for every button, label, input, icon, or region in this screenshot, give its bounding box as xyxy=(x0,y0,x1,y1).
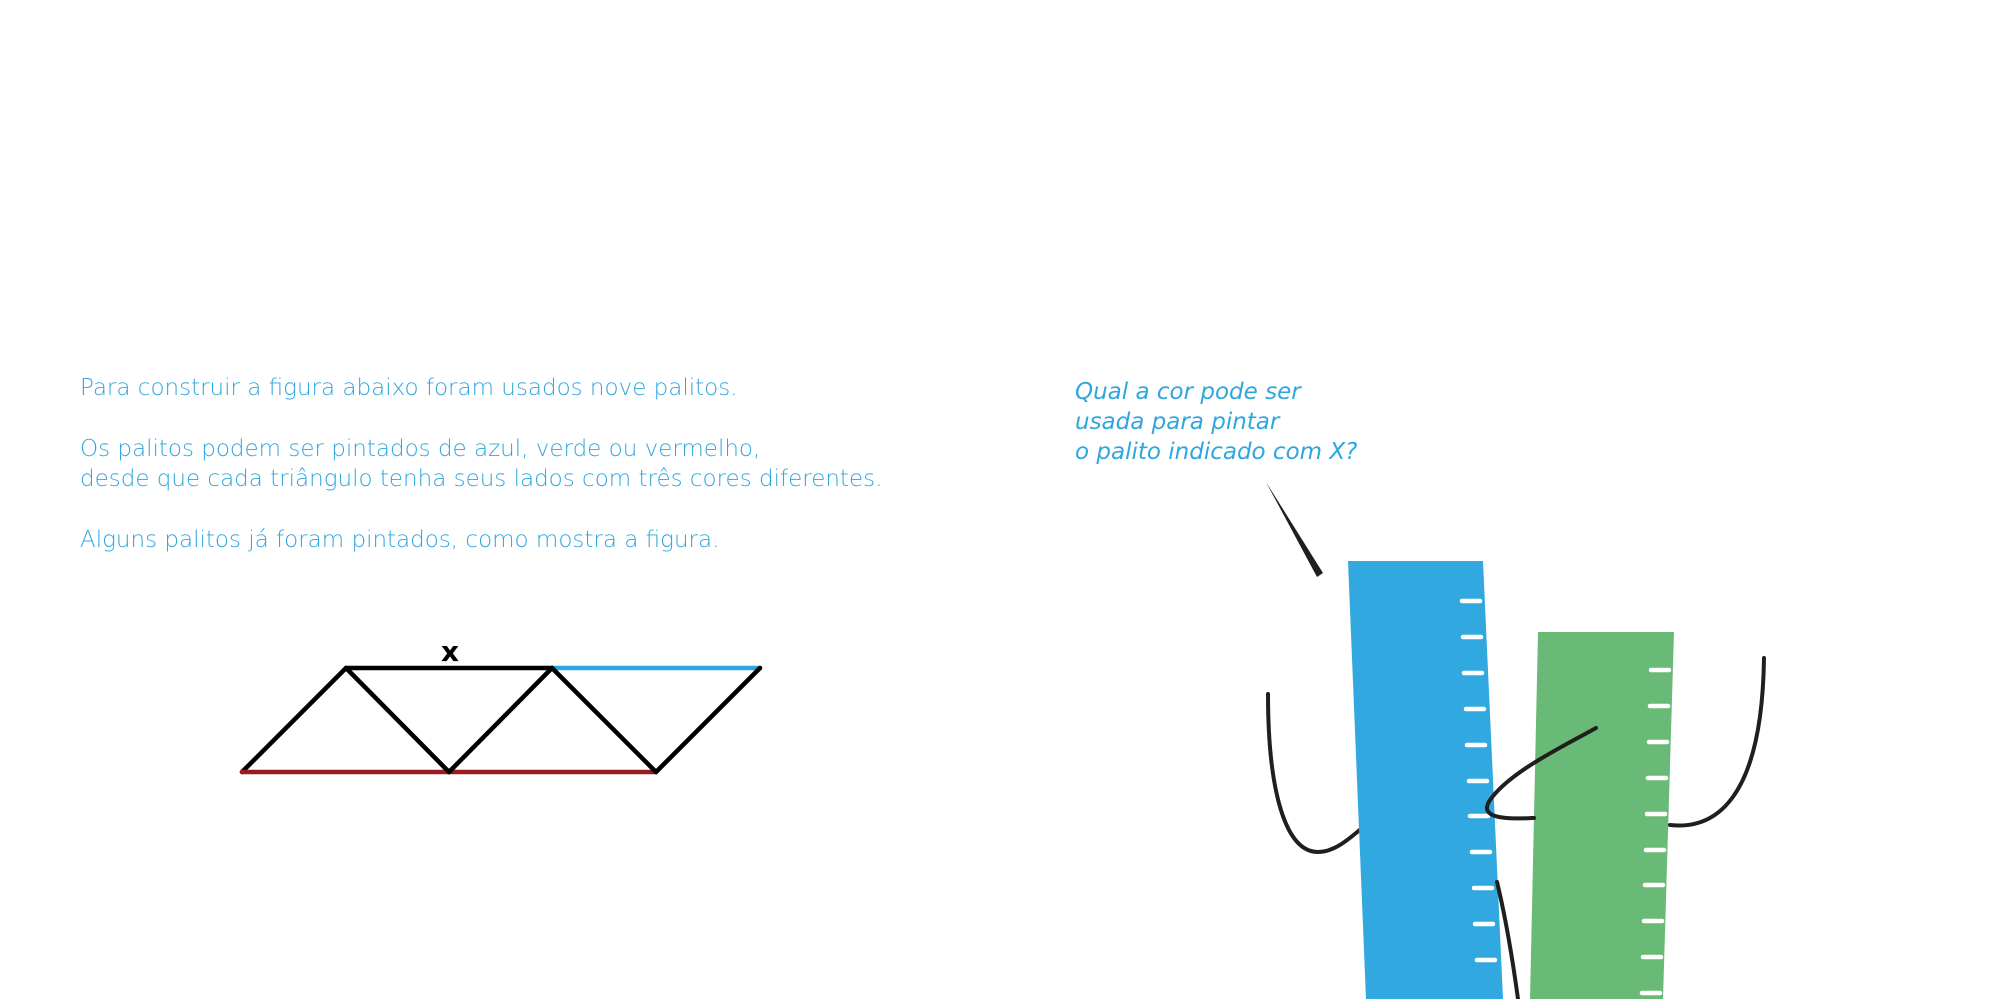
intro-line-2b: desde que cada triângulo tenha seus lado… xyxy=(80,466,883,492)
intro-line-3: Alguns palitos já foram pintados, como m… xyxy=(80,527,720,553)
intro-sentence-1: Para construir a figura abaixo foram usa… xyxy=(80,373,738,403)
blue-ruler-ticks xyxy=(1459,598,1498,963)
green-ruler-ticks xyxy=(1639,667,1672,996)
question-line-2: usada para pintar xyxy=(1075,409,1280,435)
stick-inner-2 xyxy=(446,665,555,775)
blue-ruler xyxy=(1348,561,1503,999)
stick-inner-1 xyxy=(343,665,452,775)
question-line-3: o palito indicado com X? xyxy=(1075,439,1358,465)
question-speech-text: Qual a cor pode ser usada para pintar o … xyxy=(1075,377,1357,467)
speech-pointer xyxy=(1266,482,1323,577)
green-ruler-left-arm xyxy=(1485,726,1598,821)
stick-right-diagonal xyxy=(653,665,763,775)
blue-ruler-left-arm xyxy=(1266,692,1364,855)
stick-inner-3 xyxy=(549,665,659,775)
intro-sentence-3: Alguns palitos já foram pintados, como m… xyxy=(80,525,719,555)
green-ruler xyxy=(1530,632,1674,999)
stick-left-diagonal xyxy=(239,665,349,775)
x-label: x xyxy=(441,635,459,668)
blue-ruler-leg xyxy=(1495,880,1520,999)
intro-sentence-2: Os palitos podem ser pintados de azul, v… xyxy=(80,434,882,494)
question-line-1: Qual a cor pode ser xyxy=(1075,379,1301,405)
intro-line-1: Para construir a figura abaixo foram usa… xyxy=(80,375,738,401)
intro-line-2a: Os palitos podem ser pintados de azul, v… xyxy=(80,436,761,462)
green-ruler-right-arm xyxy=(1668,656,1766,828)
